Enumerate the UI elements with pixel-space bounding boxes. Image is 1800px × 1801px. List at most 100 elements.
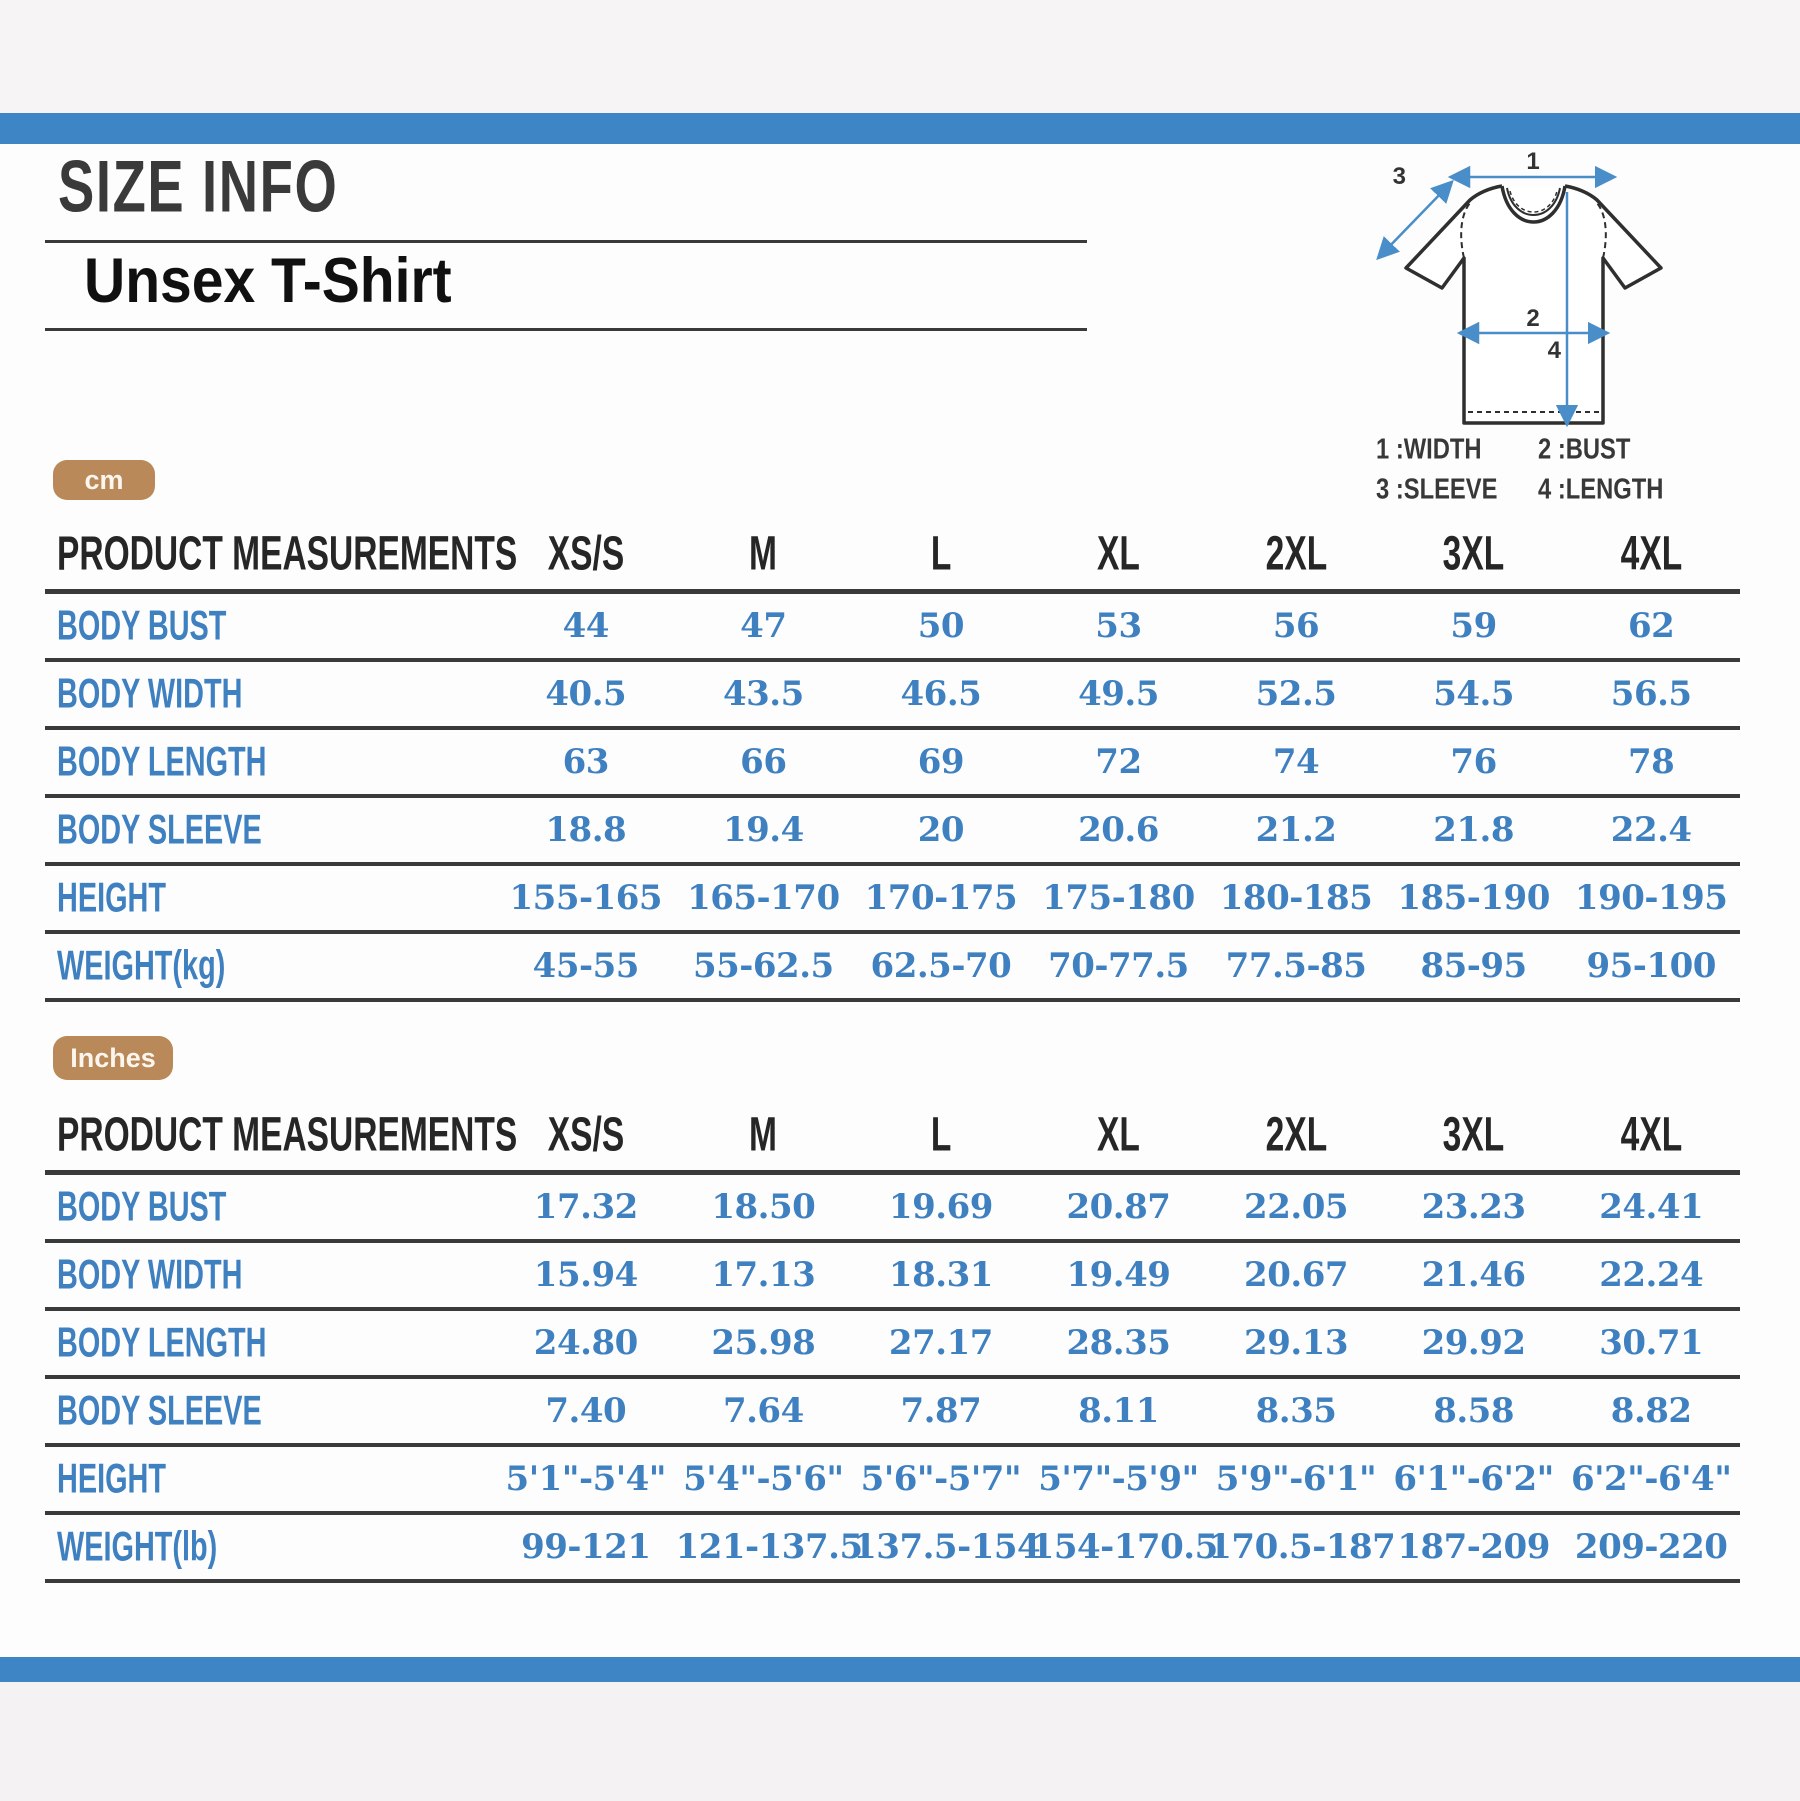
size-column-header: XL: [1029, 513, 1208, 594]
row-label-text: HEIGHT: [57, 1455, 167, 1502]
measurement-value: 28.35: [1029, 1309, 1208, 1379]
size-column-header: 3XL: [1384, 513, 1563, 594]
measurement-value-text: 54.5: [1433, 674, 1514, 714]
measurement-value: 8.58: [1384, 1377, 1563, 1447]
measurement-value: 165-170: [674, 864, 853, 934]
size-column-header: 2XL: [1207, 1094, 1385, 1175]
measurement-value-text: 170.5-187: [1208, 1527, 1396, 1567]
measurement-value: 22.24: [1562, 1241, 1740, 1311]
measurement-value: 190-195: [1562, 864, 1740, 934]
measurement-value: 70-77.5: [1029, 932, 1208, 1002]
measurement-value-text: 19.69: [888, 1187, 993, 1227]
row-label-text: BODY BUST: [57, 1183, 227, 1230]
measurement-value: 29.92: [1384, 1309, 1563, 1379]
measurement-value-text: 70-77.5: [1048, 946, 1189, 986]
row-label-text: WEIGHT(kg): [57, 942, 226, 989]
measurement-value-text: 5'1"-5'4": [505, 1459, 667, 1499]
measurement-value: 62: [1562, 591, 1740, 662]
measurement-value-text: 19.4: [722, 810, 804, 850]
measurement-value-text: 43.5: [722, 674, 804, 714]
measurement-legend: 1 :WIDTH 2 :BUST 3 :SLEEVE 4 :LENGTH: [1350, 433, 1680, 505]
measurement-value: 50: [852, 591, 1030, 662]
product-subtitle: Unsex T-Shirt: [84, 245, 452, 317]
row-label: BODY LENGTH: [45, 728, 497, 798]
measurement-value-text: 49.5: [1078, 674, 1159, 714]
measurement-value: 7.87: [852, 1377, 1030, 1447]
measurement-value-text: 121-137.5: [675, 1527, 864, 1567]
measurement-value: 52.5: [1207, 660, 1385, 730]
measurement-value: 47: [674, 591, 853, 662]
table-header-row: PRODUCT MEASUREMENTS XS/S M L XL 2XL 3XL 4XL: [45, 513, 1740, 594]
size-column-header-text: 2XL: [1265, 526, 1327, 581]
size-column-header: 2XL: [1207, 513, 1385, 594]
measurement-value: 17.32: [497, 1172, 675, 1243]
measurement-value: 24.80: [497, 1309, 675, 1379]
measurement-value: 18.31: [852, 1241, 1030, 1311]
row-label: BODY BUST: [45, 591, 497, 662]
measurement-value-text: 175-180: [1042, 878, 1195, 918]
measurement-value: 77.5-85: [1207, 932, 1385, 1002]
measurement-value: 5'9"-6'1": [1207, 1445, 1385, 1515]
measurement-value: 66: [674, 728, 853, 798]
measurement-value: 20.67: [1207, 1241, 1385, 1311]
measurement-value-text: 165-170: [687, 878, 840, 918]
measurement-value: 20.6: [1029, 796, 1208, 866]
measurements-column-header-text: PRODUCT MEASUREMENTS: [57, 526, 518, 581]
unit-badge-cm: cm: [53, 460, 155, 500]
row-label-text: BODY BUST: [57, 602, 227, 649]
size-column-header-text: M: [749, 526, 778, 581]
measurement-value: 76: [1384, 728, 1563, 798]
measurement-value-text: 5'6"-5'7": [860, 1459, 1022, 1499]
row-label-text: BODY SLEEVE: [57, 1387, 262, 1434]
top-band: [0, 0, 1800, 113]
measurement-value-text: 23.23: [1421, 1187, 1526, 1227]
measurement-value: 6'1"-6'2": [1384, 1445, 1563, 1515]
measurement-value-text: 56.5: [1610, 674, 1692, 714]
measurement-value: 69: [852, 728, 1030, 798]
table-header-row: PRODUCT MEASUREMENTS XS/S M L XL 2XL 3XL 4XL: [45, 1094, 1740, 1175]
measurement-value: 74: [1207, 728, 1385, 798]
measurement-value-text: 17.13: [711, 1255, 816, 1295]
left-sleeve-seam: [1460, 200, 1473, 259]
measurement-value-text: 6'1"-6'2": [1393, 1459, 1554, 1499]
measurement-value: 7.64: [674, 1377, 853, 1447]
measurement-value: 45-55: [497, 932, 675, 1002]
measurement-value-text: 20: [917, 810, 965, 850]
measurement-value-text: 137.5-154: [853, 1527, 1041, 1567]
measurement-value-text: 40.5: [545, 674, 627, 714]
measurement-value: 53: [1029, 591, 1208, 662]
measurement-value: 22.05: [1207, 1172, 1385, 1243]
measurement-value-text: 19.49: [1066, 1255, 1171, 1295]
measurement-value-text: 8.58: [1433, 1391, 1514, 1431]
row-label: BODY WIDTH: [45, 1241, 497, 1311]
row-label: BODY LENGTH: [45, 1309, 497, 1379]
size-column-header: M: [674, 513, 853, 594]
size-column-header-text: 4XL: [1620, 1107, 1682, 1162]
measurement-row: BODY LENGTH 24.80 25.98 27.17 28.35 29.13 29.9…: [45, 1309, 1740, 1379]
measurement-row: BODY LENGTH 63 66 69 72 74 76 78: [45, 728, 1740, 798]
measurement-row: BODY SLEEVE 18.8 19.4 20 20.6 21.2 21.8 22.4: [45, 796, 1740, 866]
sleeve-arrow-label: 3: [1393, 163, 1406, 190]
measurement-value: 30.71: [1562, 1309, 1740, 1379]
size-column-header-text: L: [930, 526, 952, 581]
measurement-value: 85-95: [1384, 932, 1563, 1002]
measurement-value: 40.5: [497, 660, 675, 730]
row-label-text: BODY WIDTH: [57, 670, 243, 717]
measurement-value-text: 56: [1272, 606, 1320, 646]
measurement-value-text: 18.50: [711, 1187, 816, 1227]
page-title: SIZE INFO: [58, 145, 339, 228]
measurement-value: 8.11: [1029, 1377, 1208, 1447]
legend-item-bust: 2 :BUST: [1538, 433, 1631, 465]
measurement-value: 46.5: [852, 660, 1030, 730]
measurement-value: 5'6"-5'7": [852, 1445, 1030, 1515]
measurement-value: 56: [1207, 591, 1385, 662]
measurement-value-text: 72: [1095, 742, 1142, 782]
measurement-value-text: 185-190: [1397, 878, 1550, 918]
measurement-value: 23.23: [1384, 1172, 1563, 1243]
measurement-value: 6'2"-6'4": [1562, 1445, 1740, 1515]
measurement-value-text: 8.11: [1078, 1391, 1159, 1431]
measurement-value-text: 59: [1450, 606, 1497, 646]
measurement-value-text: 20.6: [1078, 810, 1159, 850]
size-column-header-text: 3XL: [1442, 1107, 1505, 1162]
measurement-value: 5'7"-5'9": [1029, 1445, 1208, 1515]
